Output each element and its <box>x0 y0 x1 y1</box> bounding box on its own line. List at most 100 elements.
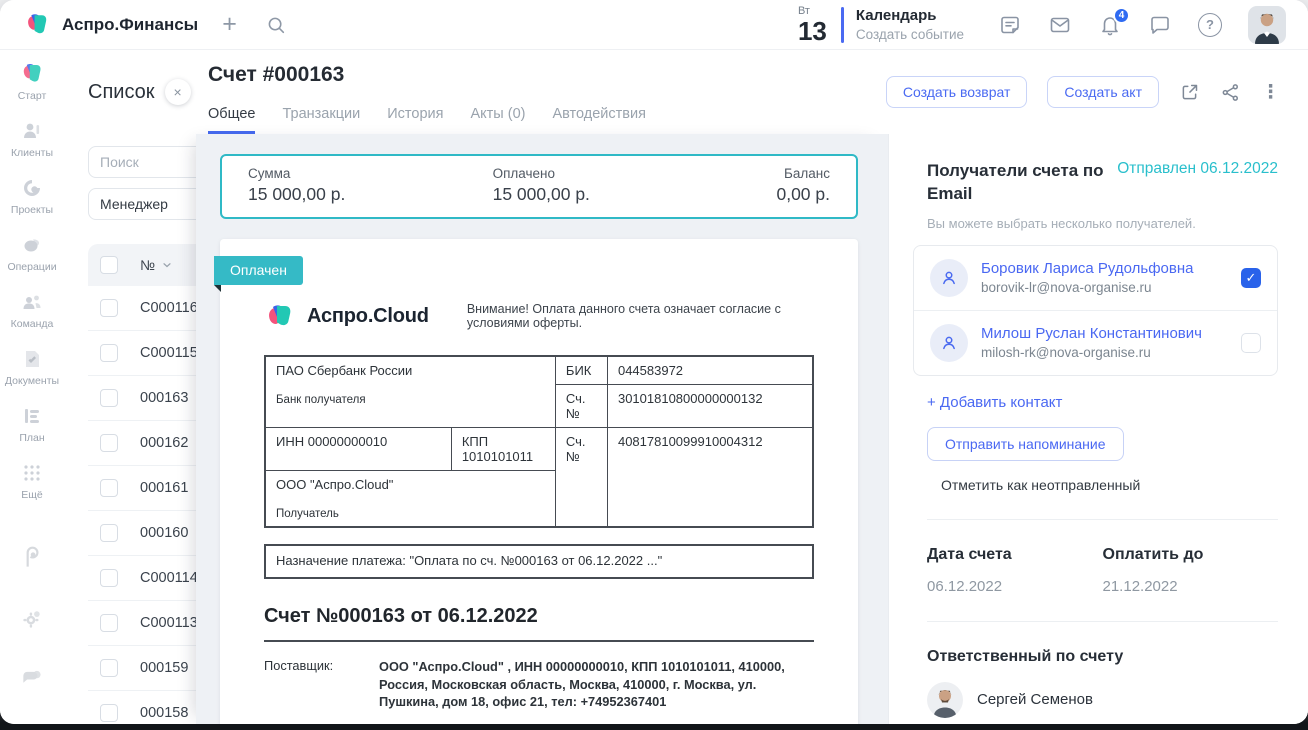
sidebar-item-clients[interactable]: Клиенты <box>0 119 64 159</box>
sidebar-item-projects[interactable]: Проекты <box>0 176 64 216</box>
balance-label: Баланс <box>784 166 830 181</box>
more-grid-icon <box>24 465 40 481</box>
invoice-title: Счет #000163 <box>208 63 345 86</box>
chevron-down-icon[interactable] <box>161 259 173 271</box>
chat-icon[interactable] <box>1148 13 1172 37</box>
row-checkbox[interactable] <box>100 479 118 497</box>
notifications-bell-icon[interactable]: 4 <box>1098 6 1130 37</box>
row-checkbox[interactable] <box>100 569 118 587</box>
list-item: C000114 <box>88 556 196 601</box>
sent-status[interactable]: Отправлен 06.12.2022 <box>1117 160 1278 177</box>
manager-filter[interactable]: Менеджер <box>88 188 196 220</box>
calendar-title: Календарь <box>855 7 937 24</box>
app-title: Аспро.Финансы <box>62 14 199 34</box>
create-event-link[interactable]: Создать событие <box>855 27 964 42</box>
invoice-header: Счет #000163 Общее Транзакции История Ак… <box>196 50 646 134</box>
row-checkbox[interactable] <box>100 299 118 317</box>
divider <box>927 620 1278 622</box>
mail-icon[interactable] <box>1048 13 1072 37</box>
app-logo-icon <box>28 13 47 33</box>
tab-autoactions[interactable]: Автодействия <box>552 106 646 122</box>
tab-history[interactable]: История <box>387 106 444 122</box>
send-reminder-button[interactable]: Отправить напоминание <box>927 426 1124 461</box>
divider <box>927 518 1278 520</box>
account-value: 40817810099910004312 <box>606 427 814 528</box>
add-contact-link[interactable]: + Добавить контакт <box>927 393 1063 411</box>
number-column-header[interactable]: № <box>140 257 156 273</box>
invoice-document: Оплачен Аспро.Cloud Внимание! Оплата <box>214 239 858 724</box>
mark-unsent-link[interactable]: Отметить как неотправленный <box>941 476 1141 493</box>
list-panel-header: Список × <box>64 50 196 134</box>
settings-gear-icon[interactable] <box>19 606 45 637</box>
row-checkbox[interactable] <box>100 659 118 677</box>
tab-acts[interactable]: Акты (0) <box>470 106 526 122</box>
open-external-icon[interactable] <box>1179 82 1200 103</box>
sidebar-item-team[interactable]: Команда <box>0 290 64 330</box>
list-item: 000161 <box>88 466 196 511</box>
sidebar-item-start[interactable]: Старт <box>0 62 64 102</box>
list-item: 000160 <box>88 511 196 556</box>
list-item: C000115 <box>88 331 196 376</box>
bik-value: 044583972 <box>606 355 814 385</box>
sidebar-item-operations[interactable]: Операции <box>0 233 64 273</box>
paid-value: 15 000,00 р. <box>492 184 590 204</box>
invoice-date-value[interactable]: 06.12.2022 <box>927 577 1003 595</box>
inn: ИНН 00000000010 <box>264 427 452 471</box>
close-icon[interactable]: × <box>164 79 191 105</box>
pay-until-value[interactable]: 21.12.2022 <box>1102 577 1178 595</box>
row-checkbox[interactable] <box>100 434 118 452</box>
select-all-checkbox[interactable] <box>100 256 118 274</box>
row-checkbox[interactable] <box>100 704 118 722</box>
row-checkbox[interactable] <box>100 614 118 632</box>
search-input[interactable] <box>88 146 196 178</box>
list-panel: Менеджер № C000116 C000115 000163 00016 <box>64 134 196 724</box>
partner-icon[interactable] <box>19 545 45 576</box>
row-checkbox[interactable] <box>100 344 118 362</box>
tab-general[interactable]: Общее <box>208 106 256 134</box>
create-refund-button[interactable]: Создать возврат <box>885 76 1028 108</box>
corr-account-value: 30101810800000000132 <box>606 384 814 428</box>
recipients-hint: Вы можете выбрать несколько получателей. <box>927 215 1196 231</box>
sidebar-item-more[interactable]: Ещё <box>0 461 64 501</box>
create-act-button[interactable]: Создать акт <box>1047 76 1159 108</box>
header-strip: Список × Счет #000163 Общее Транзакции И… <box>64 50 1308 134</box>
invoice-actions: Создать возврат Создать акт ⋮ <box>885 50 1308 134</box>
search-icon[interactable] <box>265 14 287 36</box>
responsible-avatar <box>927 681 963 718</box>
recipient-name[interactable]: Боровик Лариса Рудольфовна <box>981 260 1194 278</box>
invoice-summary: Сумма 15 000,00 р. Оплачено 15 000,00 р.… <box>220 154 858 219</box>
sidebar-item-plan[interactable]: План <box>0 404 64 444</box>
clients-icon <box>24 123 40 138</box>
balance-value: 0,00 р. <box>776 184 830 204</box>
row-checkbox[interactable] <box>100 389 118 407</box>
row-checkbox[interactable] <box>100 524 118 542</box>
sum-label: Сумма <box>248 166 291 181</box>
list-item: 000158 <box>88 691 196 724</box>
calendar-divider <box>840 6 844 43</box>
notes-icon[interactable] <box>998 13 1022 37</box>
tab-transactions[interactable]: Транзакции <box>282 106 361 122</box>
responsible-row[interactable]: Сергей Семенов <box>927 681 1278 718</box>
sidebar-item-documents[interactable]: Документы <box>0 347 64 387</box>
help-icon[interactable]: ? <box>1198 12 1222 37</box>
recipient-checkbox-unchecked[interactable] <box>1241 332 1261 353</box>
share-icon[interactable] <box>1220 82 1241 103</box>
invoice-list-table: № C000116 C000115 000163 000162 000161 0… <box>88 244 196 724</box>
bank-details-table: ПАО Сбербанк России Банк получателя БИК … <box>264 355 814 528</box>
user-avatar[interactable] <box>1248 5 1286 44</box>
notifications-count-badge: 4 <box>1113 6 1130 24</box>
support-chat-icon[interactable] <box>19 667 45 698</box>
add-icon[interactable]: + <box>222 10 237 38</box>
sidebar-bottom <box>19 545 45 724</box>
projects-icon <box>24 180 40 196</box>
calendar-date[interactable]: Вт 13 <box>798 5 827 44</box>
recipient-checkbox-checked[interactable]: ✓ <box>1241 267 1261 288</box>
invoice-dates: Дата счета 06.12.2022 Оплатить до 21.12.… <box>927 546 1278 595</box>
recipient-name[interactable]: Милош Руслан Константинович <box>981 325 1202 343</box>
more-menu-icon[interactable]: ⋮ <box>1261 81 1280 103</box>
calendar-widget[interactable]: Календарь Создать событие <box>856 7 964 42</box>
responsible-label: Ответственный по счету <box>927 647 1124 665</box>
invoice-parties: Поставщик: ООО "Аспро.Cloud" , ИНН 00000… <box>264 658 814 724</box>
invoice-logo: Аспро.Cloud <box>264 301 429 331</box>
